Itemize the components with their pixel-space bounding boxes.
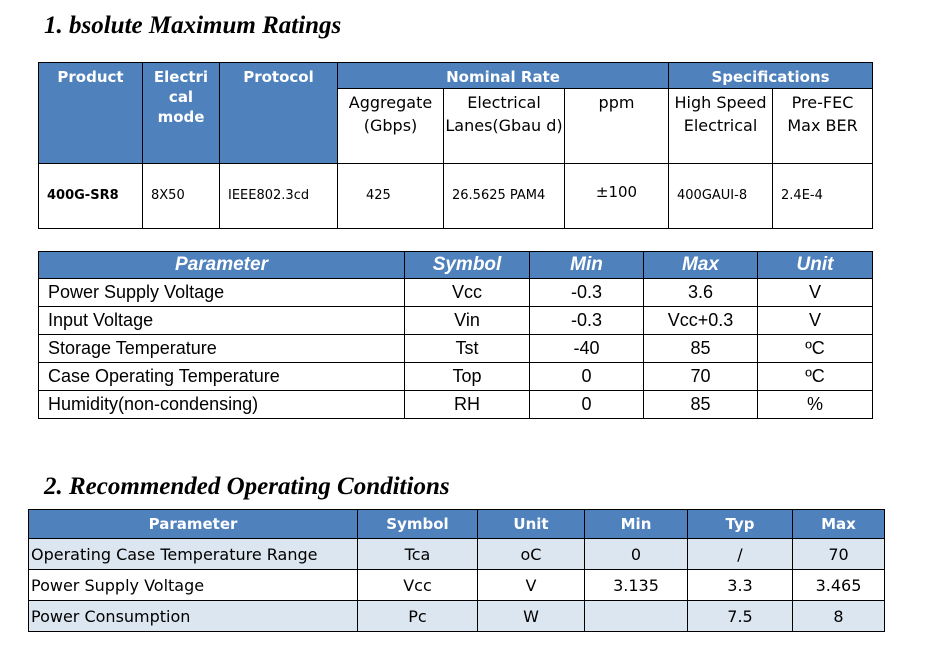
subheader-high-speed: High Speed Electrical xyxy=(668,88,774,164)
cell-min: -40 xyxy=(529,334,644,363)
subheader-electrical-lanes: Electrical Lanes(Gbau d) xyxy=(443,88,565,164)
cell-mode: 8X50 xyxy=(142,163,220,229)
cell-max: 3.6 xyxy=(643,278,758,307)
cell-symbol: Tst xyxy=(404,334,530,363)
cell-max: 70 xyxy=(643,362,758,391)
cell-parameter: Power Supply Voltage xyxy=(28,569,358,601)
cell-unit: % xyxy=(757,390,873,419)
cell-unit: ºC xyxy=(757,362,873,391)
cell-symbol: Vcc xyxy=(357,569,478,601)
cell-symbol: Vin xyxy=(404,306,530,335)
header-nominal-rate: Nominal Rate xyxy=(336,62,670,89)
cell-min: 0 xyxy=(584,538,688,570)
cell-max: 70 xyxy=(792,538,885,570)
table-row: Power Supply Voltage Vcc -0.3 3.6 V xyxy=(38,278,873,307)
table-row: Power Supply Voltage Vcc V 3.135 3.3 3.4… xyxy=(28,569,885,601)
section-1-title: 1. bsolute Maximum Ratings xyxy=(44,12,342,39)
cell-unit: V xyxy=(477,569,585,601)
cell-product: 400G-SR8 xyxy=(38,163,143,229)
cell-parameter: Power Supply Voltage xyxy=(38,278,405,307)
cell-unit: ºC xyxy=(757,334,873,363)
header-typ: Typ xyxy=(687,509,793,539)
table-row: 400G-SR8 8X50 IEEE802.3cd 425 26.5625 PA… xyxy=(38,163,874,229)
header-unit: Unit xyxy=(477,509,585,539)
header-min: Min xyxy=(529,251,644,279)
header-electrical-mode: Electri cal mode xyxy=(142,62,220,164)
cell-high-speed: 400GAUI-8 xyxy=(668,163,774,229)
table-row: Input Voltage Vin -0.3 Vcc+0.3 V xyxy=(38,306,873,335)
cell-lanes: 26.5625 PAM4 xyxy=(443,163,565,229)
header-max: Max xyxy=(643,251,758,279)
table-row: Humidity(non-condensing) RH 0 85 % xyxy=(38,390,873,419)
cell-parameter: Operating Case Temperature Range xyxy=(28,538,358,570)
cell-aggregate: 425 xyxy=(337,163,444,229)
header-product: Product xyxy=(38,62,143,164)
section-2-title: 2. Recommended Operating Conditions xyxy=(44,473,450,500)
header-symbol: Symbol xyxy=(404,251,530,279)
cell-max: 85 xyxy=(643,334,758,363)
operating-conditions-table: Parameter Symbol Unit Min Typ Max Operat… xyxy=(28,509,885,632)
header-min: Min xyxy=(584,509,688,539)
header-parameter: Parameter xyxy=(38,251,405,279)
cell-symbol: Vcc xyxy=(404,278,530,307)
cell-min: 0 xyxy=(529,390,644,419)
cell-protocol: IEEE802.3cd xyxy=(219,163,338,229)
cell-parameter: Humidity(non-condensing) xyxy=(38,390,405,419)
table-row: Case Operating Temperature Top 0 70 ºC xyxy=(38,362,873,391)
subheader-prefec: Pre-FEC Max BER xyxy=(772,88,874,164)
table-row: Operating Case Temperature Range Tca oC … xyxy=(28,538,885,570)
cell-unit: oC xyxy=(477,538,585,570)
cell-typ: 3.3 xyxy=(687,569,793,601)
cell-parameter: Input Voltage xyxy=(38,306,405,335)
cell-max: 3.465 xyxy=(792,569,885,601)
cell-min: -0.3 xyxy=(529,278,644,307)
product-spec-table: Product Electri cal mode Protocol Nomina… xyxy=(38,62,874,229)
subheader-aggregate: Aggregate (Gbps) xyxy=(337,88,444,164)
cell-parameter: Power Consumption xyxy=(28,600,358,632)
cell-typ: / xyxy=(687,538,793,570)
header-symbol: Symbol xyxy=(357,509,478,539)
cell-unit: V xyxy=(757,278,873,307)
table-row: Power Consumption Pc W 7.5 8 xyxy=(28,600,885,632)
cell-parameter: Storage Temperature xyxy=(38,334,405,363)
header-parameter: Parameter xyxy=(28,509,358,539)
cell-symbol: Tca xyxy=(357,538,478,570)
cell-unit: V xyxy=(757,306,873,335)
cell-max: Vcc+0.3 xyxy=(643,306,758,335)
cell-max: 85 xyxy=(643,390,758,419)
header-max: Max xyxy=(792,509,885,539)
cell-typ: 7.5 xyxy=(687,600,793,632)
header-unit: Unit xyxy=(757,251,873,279)
cell-ppm: ±100 xyxy=(563,163,670,229)
cell-min: 3.135 xyxy=(584,569,688,601)
cell-max: 8 xyxy=(792,600,885,632)
cell-prefec: 2.4E-4 xyxy=(772,163,874,229)
cell-unit: W xyxy=(477,600,585,632)
cell-parameter: Case Operating Temperature xyxy=(38,362,405,391)
cell-symbol: Top xyxy=(404,362,530,391)
header-specifications: Specifications xyxy=(668,62,874,89)
subheader-ppm: ppm xyxy=(563,88,670,164)
cell-min xyxy=(584,600,688,632)
header-protocol: Protocol xyxy=(219,62,338,164)
absolute-ratings-table: Parameter Symbol Min Max Unit Power Supp… xyxy=(38,251,873,419)
cell-symbol: RH xyxy=(404,390,530,419)
cell-symbol: Pc xyxy=(357,600,478,632)
cell-min: 0 xyxy=(529,362,644,391)
cell-min: -0.3 xyxy=(529,306,644,335)
table-row: Storage Temperature Tst -40 85 ºC xyxy=(38,334,873,363)
